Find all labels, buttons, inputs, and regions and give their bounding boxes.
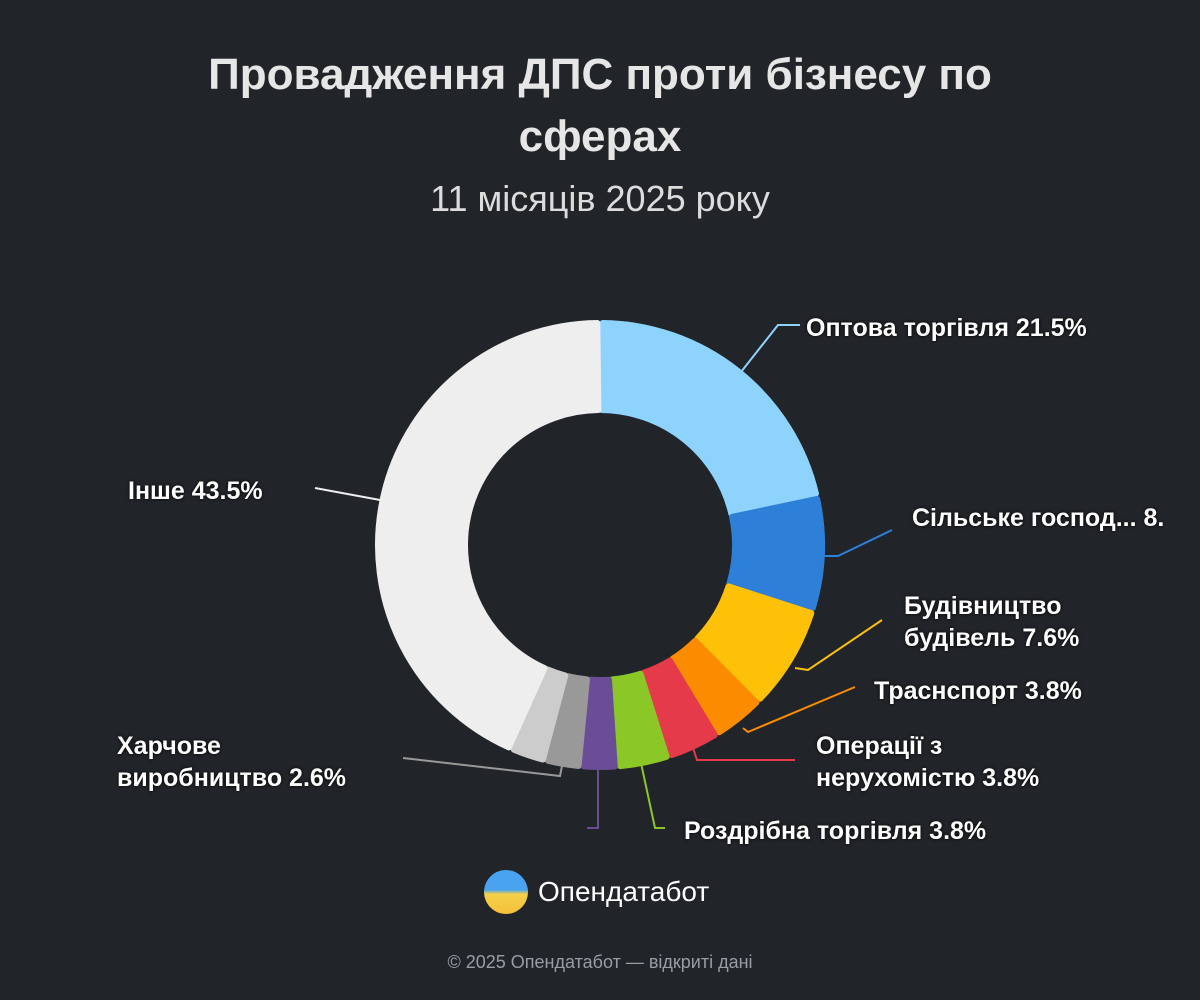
title-line-1: Провадження ДПС проти бізнесу по <box>208 50 992 99</box>
opendatabot-logo-icon <box>484 870 528 914</box>
leader-line <box>314 487 381 501</box>
footer-copyright: © 2025 Опендатабот — відкриті дані <box>447 952 753 972</box>
donut-slice <box>580 676 618 770</box>
donut-slice <box>510 666 569 763</box>
donut-slice <box>598 320 819 517</box>
chart-subtitle: 11 місяців 2025 року <box>430 178 770 219</box>
chart-title: Провадження ДПС проти бізнесу по сферах <box>0 44 1200 168</box>
donut-slice <box>694 583 815 702</box>
label-wholesale: Оптова торгівля 21.5% <box>806 314 1087 342</box>
donut-slice <box>669 637 760 736</box>
leader-line <box>692 747 795 761</box>
donut-slice <box>726 495 825 611</box>
donut-slice <box>640 657 718 759</box>
label-retail: Роздрібна торгівля 3.8% <box>684 817 987 845</box>
donut-slice <box>375 320 602 751</box>
leader-line <box>587 767 599 829</box>
donut-slice <box>609 670 670 770</box>
donut-slice <box>545 673 590 769</box>
leader-line <box>742 686 856 734</box>
leader-line <box>402 757 563 778</box>
leader-line <box>740 324 800 373</box>
label-construction: Будівництво будівель 7.6% <box>904 592 1080 652</box>
title-line-2: сферах <box>518 112 682 161</box>
leader-line <box>822 529 893 557</box>
brand-name: Опендатабот <box>538 876 710 907</box>
brand: Опендатабот <box>484 870 709 914</box>
label-food: Харчове виробництво 2.6% <box>117 732 347 792</box>
label-transport: Траснспорт 3.8% <box>874 677 1082 705</box>
leader-line <box>794 619 883 672</box>
label-agriculture: Сільське господ... 8. <box>912 504 1165 532</box>
label-real-estate: Операції з нерухомістю 3.8% <box>816 732 1040 792</box>
leader-line <box>640 762 665 829</box>
label-other: Інше 43.5% <box>128 477 263 505</box>
